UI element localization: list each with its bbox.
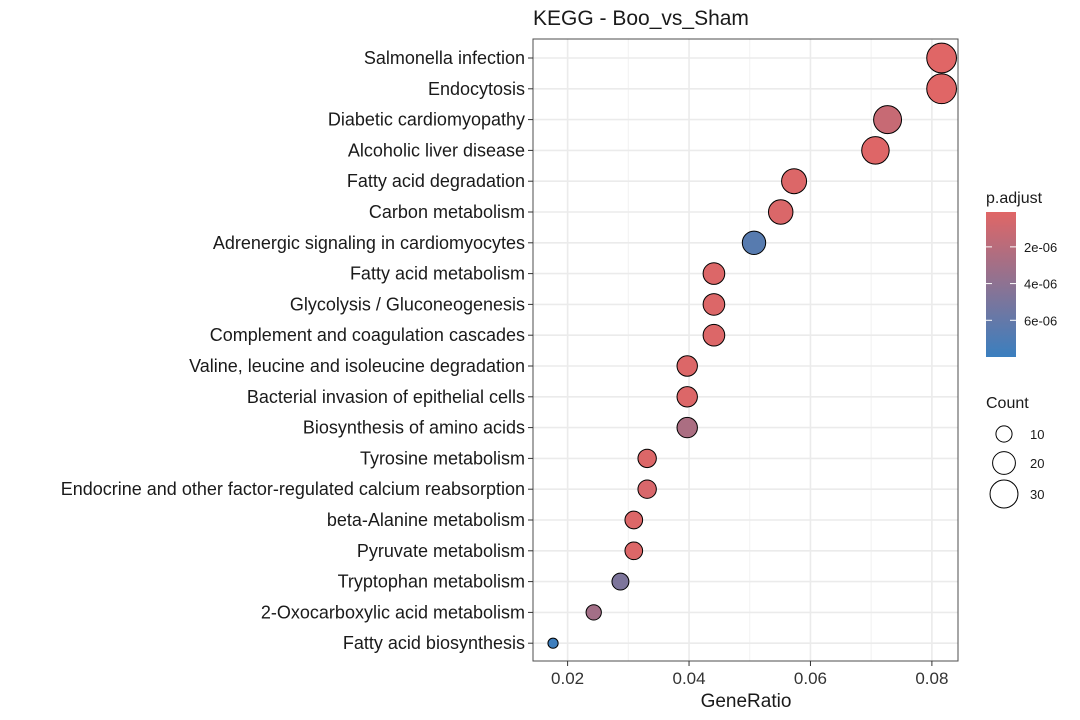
data-point xyxy=(676,355,698,377)
color-legend: p.adjust 2e-06 4e-06 6e-06 xyxy=(986,190,1057,357)
data-point xyxy=(676,416,698,439)
chart-title: KEGG - Boo_vs_Sham xyxy=(533,7,749,30)
x-axis-title: GeneRatio xyxy=(701,691,792,712)
color-legend-label: 2e-06 xyxy=(1024,240,1057,255)
y-tick-label: Salmonella infection xyxy=(364,48,525,68)
y-tick-label: Endocrine and other factor-regulated cal… xyxy=(61,479,525,499)
size-legend-title: Count xyxy=(986,395,1029,412)
data-point xyxy=(637,448,657,469)
data-point xyxy=(702,262,726,285)
x-tick-label: 0.08 xyxy=(915,669,948,688)
data-point xyxy=(676,386,698,408)
y-tick-label: Carbon metabolism xyxy=(369,202,525,222)
data-point xyxy=(926,73,957,105)
size-legend-circle xyxy=(992,451,1016,475)
x-tick-label: 0.04 xyxy=(672,669,705,688)
color-legend-label: 6e-06 xyxy=(1024,313,1057,328)
data-point xyxy=(702,293,726,316)
y-tick-label: beta-Alanine metabolism xyxy=(327,510,525,530)
y-tick-label: Fatty acid biosynthesis xyxy=(343,633,525,653)
y-tick-label: Biosynthesis of amino acids xyxy=(303,418,525,438)
x-axis: 0.02 0.04 0.06 0.08 xyxy=(551,661,948,688)
data-point xyxy=(547,637,559,649)
y-tick-label: Complement and coagulation cascades xyxy=(210,325,525,345)
y-tick-label: Endocytosis xyxy=(428,79,525,99)
x-tick-label: 0.06 xyxy=(794,669,827,688)
y-tick-label: Bacterial invasion of epithelial cells xyxy=(247,387,525,407)
data-points xyxy=(547,42,957,649)
color-legend-label: 4e-06 xyxy=(1024,277,1057,292)
y-tick-label: Tyrosine metabolism xyxy=(360,448,525,468)
y-tick-label: Tryptophan metabolism xyxy=(338,572,525,592)
y-tick-label: 2-Oxocarboxylic acid metabolism xyxy=(261,602,525,622)
size-legend-label: 20 xyxy=(1030,456,1044,471)
data-point xyxy=(702,323,726,347)
data-point xyxy=(611,572,630,591)
data-point xyxy=(585,604,602,621)
x-tick-label: 0.02 xyxy=(551,669,584,688)
data-point xyxy=(624,510,644,530)
y-tick-label: Glycolysis / Gluconeogenesis xyxy=(290,294,525,314)
y-tick-label: Diabetic cardiomyopathy xyxy=(328,110,525,130)
data-point xyxy=(767,199,794,225)
size-legend-circle xyxy=(989,479,1019,509)
data-point xyxy=(861,136,890,165)
plot-border xyxy=(532,38,959,662)
y-axis: Salmonella infection Endocytosis Diabetic … xyxy=(61,48,533,653)
data-point xyxy=(781,168,808,195)
size-legend-label: 10 xyxy=(1030,427,1044,442)
y-tick-label: Adrenergic signaling in cardiomyocytes xyxy=(213,233,525,253)
size-legend-circle xyxy=(995,425,1013,443)
data-point xyxy=(637,479,657,499)
size-legend: Count 10 20 30 xyxy=(986,395,1044,509)
color-legend-title: p.adjust xyxy=(986,190,1043,207)
y-tick-label: Pyruvate metabolism xyxy=(357,541,525,561)
color-legend-bar xyxy=(986,212,1016,357)
data-point xyxy=(741,230,767,255)
data-point xyxy=(926,42,957,74)
y-tick-label: Valine, leucine and isoleucine degradati… xyxy=(189,356,525,376)
data-point xyxy=(873,105,903,135)
size-legend-label: 30 xyxy=(1030,487,1044,502)
data-point xyxy=(624,541,644,561)
y-tick-label: Fatty acid degradation xyxy=(347,171,525,191)
y-tick-label: Fatty acid metabolism xyxy=(350,264,525,284)
y-tick-label: Alcoholic liver disease xyxy=(348,140,525,160)
